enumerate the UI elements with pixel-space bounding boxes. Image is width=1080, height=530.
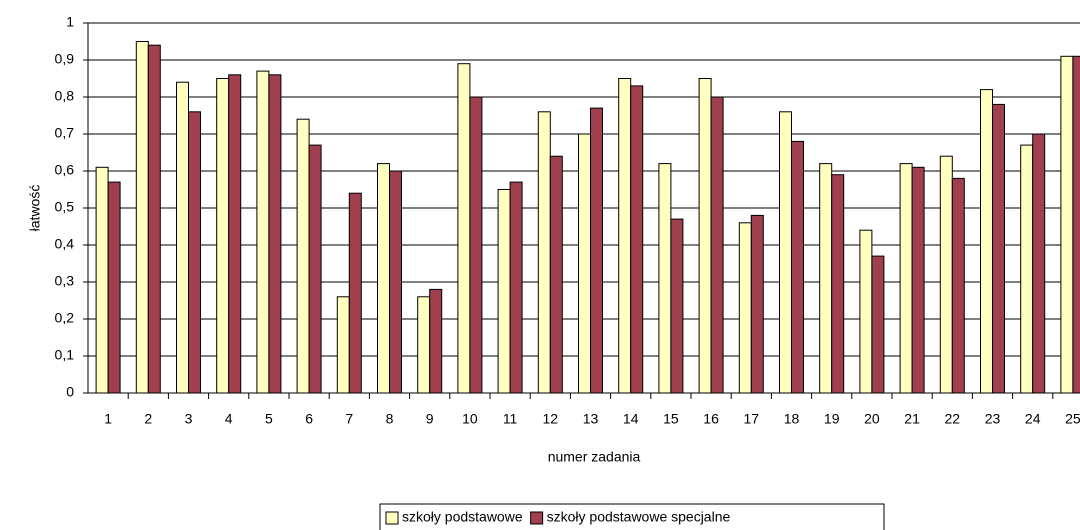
x-tick-label: 4 <box>225 411 233 427</box>
bar <box>147 44 161 394</box>
bar <box>429 288 443 394</box>
bar <box>899 163 913 394</box>
bar <box>497 189 511 394</box>
bar <box>710 96 724 394</box>
x-tick-label: 22 <box>945 411 961 427</box>
bar <box>107 181 121 394</box>
bar <box>939 155 953 394</box>
bar <box>951 177 965 394</box>
bar <box>578 133 591 394</box>
bar <box>992 103 1005 394</box>
bar <box>549 155 563 394</box>
x-tick-label: 20 <box>864 411 880 427</box>
x-tick-label: 24 <box>1025 411 1041 427</box>
x-tick-label: 6 <box>305 411 313 427</box>
y-tick-label: 0,4 <box>55 236 75 252</box>
y-tick-label: 0,5 <box>55 199 75 215</box>
y-tick-label: 0,8 <box>55 88 75 104</box>
bar <box>590 107 603 394</box>
legend-label: szkoły podstawowe <box>402 509 523 525</box>
bar <box>658 163 672 394</box>
legend-swatch <box>385 511 399 525</box>
bar <box>1060 55 1074 394</box>
y-tick-label: 0,3 <box>55 273 75 289</box>
x-tick-label: 15 <box>663 411 679 427</box>
x-tick-label: 18 <box>784 411 800 427</box>
bar <box>980 89 993 394</box>
x-tick-label: 11 <box>503 411 518 427</box>
x-tick-label: 13 <box>583 411 599 427</box>
bar <box>537 111 551 394</box>
bar <box>670 218 684 394</box>
bar <box>1032 133 1046 394</box>
bar <box>336 296 350 394</box>
y-tick-label: 0,6 <box>55 162 75 178</box>
x-tick-label: 2 <box>144 411 152 427</box>
x-tick-label: 23 <box>985 411 1001 427</box>
bar <box>791 140 804 394</box>
bar <box>469 96 483 394</box>
bar <box>256 70 270 394</box>
y-tick-label: 1 <box>66 14 74 30</box>
bar <box>176 81 189 394</box>
legend-box <box>379 503 885 530</box>
x-axis-label: numer zadania <box>548 449 641 465</box>
bar <box>509 181 523 394</box>
x-tick-label: 12 <box>543 411 559 427</box>
bar <box>389 170 402 394</box>
legend-label: szkoły podstawowe specjalne <box>547 509 731 525</box>
bar <box>457 63 471 394</box>
bar <box>738 222 752 394</box>
x-tick-label: 17 <box>744 411 760 427</box>
x-tick-label: 7 <box>345 411 353 427</box>
x-tick-label: 16 <box>703 411 719 427</box>
bar <box>228 74 242 394</box>
x-tick-label: 9 <box>426 411 434 427</box>
x-tick-label: 19 <box>824 411 840 427</box>
bar <box>268 74 282 394</box>
x-tick-label: 10 <box>462 411 478 427</box>
y-tick-label: 0,9 <box>55 51 75 67</box>
bar <box>871 255 885 394</box>
y-tick-label: 0,7 <box>55 125 75 141</box>
bar <box>308 144 322 394</box>
bar <box>216 78 230 394</box>
bar <box>750 214 764 394</box>
bar <box>831 174 845 394</box>
x-tick-label: 3 <box>185 411 193 427</box>
x-tick-label: 5 <box>265 411 273 427</box>
y-tick-label: 0,2 <box>55 310 75 326</box>
bar <box>95 166 109 394</box>
bar <box>618 78 632 394</box>
bar <box>819 163 833 394</box>
bar <box>377 163 390 394</box>
y-tick-label: 0 <box>66 384 74 400</box>
bar <box>188 111 201 394</box>
bar <box>779 111 792 394</box>
x-tick-label: 14 <box>623 411 639 427</box>
bar <box>698 78 712 394</box>
bar <box>1020 144 1034 394</box>
bar <box>296 118 310 394</box>
x-tick-label: 25 <box>1065 411 1080 427</box>
legend-swatch <box>530 511 544 525</box>
x-tick-label: 21 <box>904 411 920 427</box>
y-tick-label: 0,1 <box>55 347 75 363</box>
bar <box>135 41 149 394</box>
bar <box>417 296 431 394</box>
bar <box>859 229 873 394</box>
bar <box>348 192 362 394</box>
bar <box>1072 55 1080 394</box>
x-tick-label: 1 <box>104 411 112 427</box>
bar <box>630 85 644 394</box>
x-tick-label: 8 <box>386 411 394 427</box>
y-axis-label: łatwość <box>27 185 43 232</box>
bar <box>911 166 925 394</box>
